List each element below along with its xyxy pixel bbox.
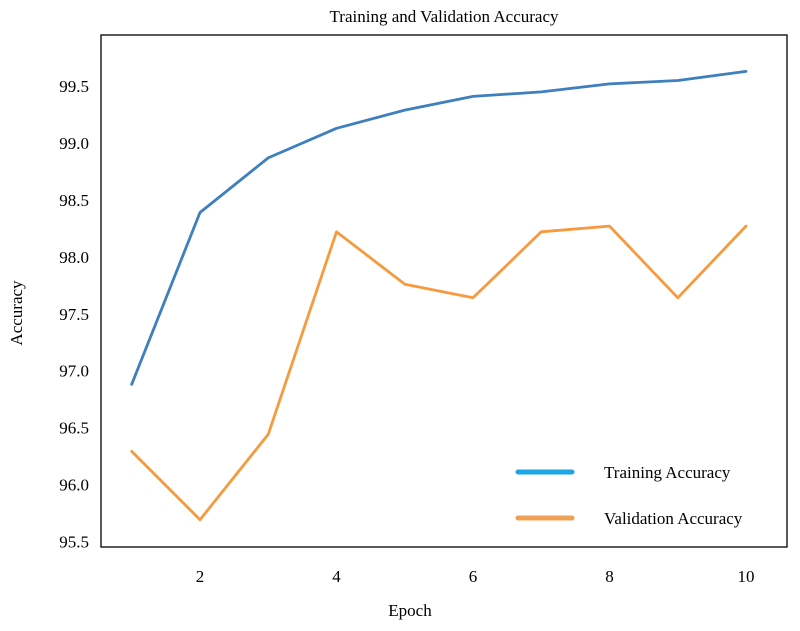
chart-title: Training and Validation Accuracy xyxy=(330,7,559,26)
x-tick-label: 6 xyxy=(469,567,478,586)
x-axis: 2 4 6 8 10 xyxy=(196,567,755,586)
x-axis-label: Epoch xyxy=(388,601,432,620)
plot-frame xyxy=(100,34,788,548)
legend-label: Training Accuracy xyxy=(604,463,731,482)
series-line-training xyxy=(130,70,748,386)
y-axis: 95.5 96.0 96.5 97.0 97.5 98.0 98.5 99.0 99.5 xyxy=(59,77,89,551)
y-tick-label: 99.0 xyxy=(59,134,89,153)
y-axis-label: Accuracy xyxy=(7,280,26,346)
y-tick-label: 97.5 xyxy=(59,305,89,324)
y-tick-label: 97.0 xyxy=(59,362,89,381)
x-tick-label: 4 xyxy=(332,567,341,586)
y-tick-label: 98.5 xyxy=(59,191,89,210)
y-tick-label: 95.5 xyxy=(59,532,89,551)
y-tick-label: 96.5 xyxy=(59,419,89,438)
y-tick-label: 96.0 xyxy=(59,475,89,494)
series-lines xyxy=(130,70,748,522)
legend-label: Validation Accuracy xyxy=(604,509,743,528)
x-tick-label: 8 xyxy=(605,567,614,586)
y-tick-label: 99.5 xyxy=(59,77,89,96)
y-tick-label: 98.0 xyxy=(59,248,89,267)
series-line-validation xyxy=(130,224,748,522)
x-tick-label: 2 xyxy=(196,567,205,586)
legend: Training Accuracy Validation Accuracy xyxy=(515,463,743,528)
x-tick-label: 10 xyxy=(738,567,755,586)
